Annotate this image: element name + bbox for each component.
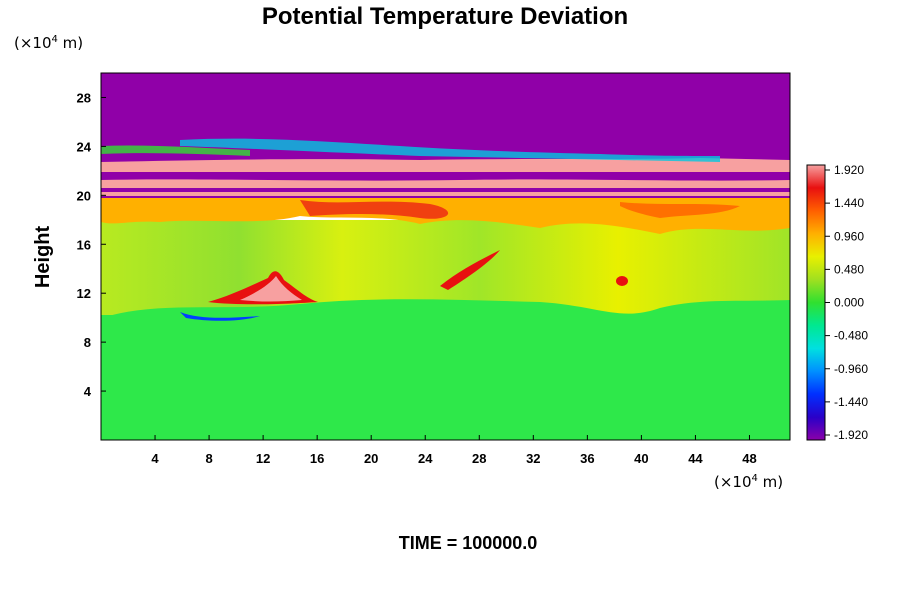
y-tick-label: 8 — [84, 335, 91, 350]
y-axis-unit: (×104 m) — [14, 34, 83, 52]
mid-layer-boundary — [101, 299, 790, 330]
warm-streak — [440, 250, 500, 290]
colorbar-tick-label: 1.440 — [834, 196, 864, 210]
colorbar-tick-label: 0.480 — [834, 262, 864, 276]
x-tick-label: 12 — [256, 451, 270, 466]
plot-frame — [100, 72, 791, 441]
colorbar-tick-label: 0.000 — [834, 296, 864, 310]
colorbar-tick-label: -1.920 — [834, 428, 868, 442]
x-tick-label: 28 — [472, 451, 486, 466]
colorbar-tick-label: -0.480 — [834, 329, 868, 343]
colorbar-ticks: 1.920 1.440 0.960 0.480 0.000 -0.480 -0.960 -1.… — [825, 163, 868, 442]
colorbar-fill — [806, 164, 826, 441]
cold-pockets — [180, 312, 260, 321]
chart-title: Potential Temperature Deviation — [262, 3, 628, 30]
colorbar: 1.920 1.440 0.960 0.480 0.000 -0.480 -0.960 -1.… — [806, 163, 868, 442]
y-tick-label: 4 — [84, 384, 92, 399]
plot-area — [101, 73, 790, 440]
colorbar-tick-label: -1.440 — [834, 395, 868, 409]
x-axis-unit: (×104 m) — [714, 473, 783, 491]
colorbar-tick-label: 1.920 — [834, 163, 864, 177]
upper-wave-bands — [101, 158, 790, 172]
y-tick-label: 28 — [77, 90, 91, 105]
y-axis-label: Height — [32, 226, 54, 289]
y-tick-label: 12 — [77, 286, 91, 301]
warm-patch-1 — [300, 200, 449, 219]
hot-plume-core — [240, 276, 302, 302]
x-tick-label: 24 — [418, 451, 433, 466]
colorbar-tick-label: -0.960 — [834, 362, 868, 376]
x-tick-label: 44 — [688, 451, 703, 466]
y-axis: 4 8 12 16 20 24 28 — [77, 90, 106, 399]
x-tick-label: 16 — [310, 451, 324, 466]
y-tick-label: 20 — [77, 188, 91, 203]
upper-wave-bands-3 — [101, 192, 790, 196]
time-label: TIME = 100000.0 — [399, 533, 538, 553]
x-tick-label: 40 — [634, 451, 648, 466]
x-axis: 4 8 12 16 20 24 28 32 36 40 44 48 — [151, 435, 757, 466]
upper-wave-fringe-2 — [101, 145, 250, 156]
x-tick-label: 48 — [742, 451, 756, 466]
warm-blob — [616, 276, 628, 286]
y-tick-label: 16 — [77, 237, 91, 252]
x-tick-label: 20 — [364, 451, 378, 466]
upper-wave-fringe — [180, 138, 720, 162]
warm-patch-2 — [620, 202, 740, 218]
colorbar-tick-label: 0.960 — [834, 229, 864, 243]
mid-layer — [101, 220, 790, 315]
y-tick-label: 24 — [77, 139, 92, 154]
x-tick-label: 32 — [526, 451, 540, 466]
x-tick-label: 8 — [205, 451, 212, 466]
x-tick-label: 4 — [151, 451, 159, 466]
upper-wave-bands-2 — [101, 179, 790, 188]
upper-layer — [101, 73, 790, 198]
x-tick-label: 36 — [580, 451, 594, 466]
